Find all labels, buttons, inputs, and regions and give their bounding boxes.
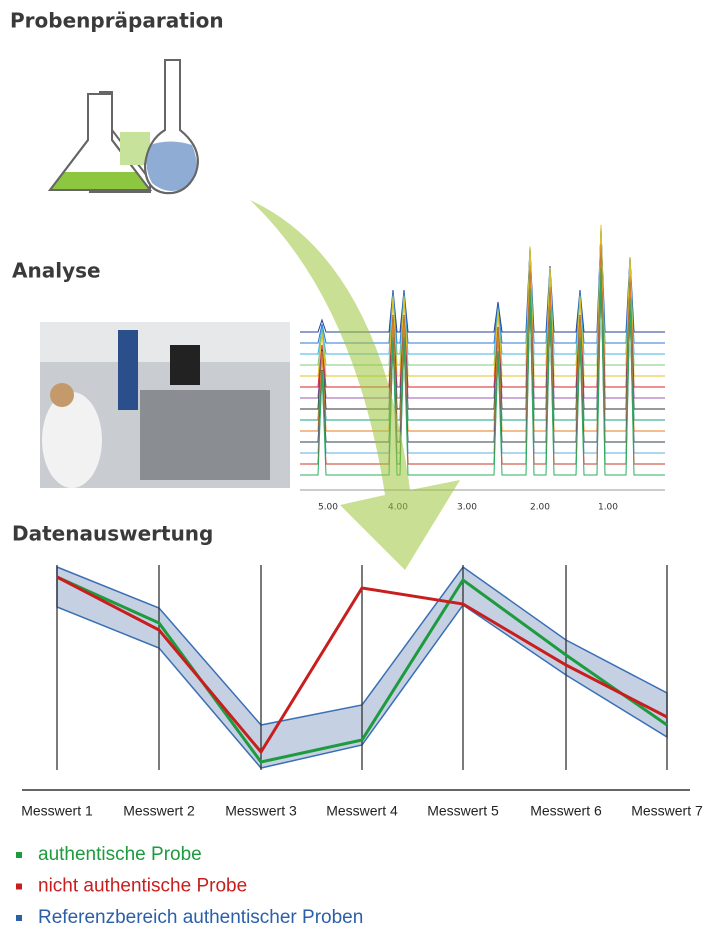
spectrum-trace: [300, 268, 665, 475]
spectrum-tick-label: 5.00: [318, 503, 338, 513]
legend-label: authentische Probe: [38, 844, 202, 865]
spectrum-tick-label: 1.00: [598, 503, 618, 513]
axis-label: Messwert 3: [225, 803, 297, 819]
legend-marker: [16, 915, 22, 921]
parallel-coordinates: Messwert 1 Messwert 2 Messwert 3 Messwert 4…: [21, 565, 703, 819]
lab-photo: [40, 322, 290, 488]
section-title: Datenauswertung: [12, 522, 213, 546]
flask-illustration: [50, 60, 198, 193]
legend-marker: [16, 852, 22, 858]
legend-label: Referenzbereich authentischer Proben: [38, 907, 363, 928]
axis-label: Messwert 6: [530, 803, 602, 819]
axis-label: Messwert 2: [123, 803, 195, 819]
spectrum-tick-label: 3.00: [457, 503, 477, 513]
section-title: Probenpräparation: [10, 9, 224, 33]
axis-label: Messwert 5: [427, 803, 499, 819]
legend: authentische Probe nicht authentische Pro…: [16, 844, 363, 928]
legend-marker: [16, 884, 22, 890]
axis-label: Messwert 4: [326, 803, 398, 819]
section-title: Analyse: [12, 259, 101, 283]
spectrum-tick-label: 2.00: [530, 503, 550, 513]
axis-label: Messwert 1: [21, 803, 93, 819]
infographic: Probenpräparation Analyse 5.004.003.002.…: [0, 0, 715, 931]
axis-label: Messwert 7: [631, 803, 703, 819]
legend-label: nicht authentische Probe: [38, 876, 247, 897]
